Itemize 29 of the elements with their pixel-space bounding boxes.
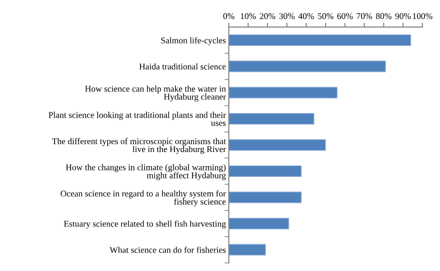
y-tick-label: Haida traditional science [139, 63, 226, 70]
y-tick-label: Ocean science in regard to a healthy system for fishery science [60, 190, 226, 206]
y-tick-label: How science can help make the water in Hydaburg cleaner [85, 86, 226, 102]
y-tick-label: The different types of microscopic organisms that live in the Hydaburg River [52, 138, 226, 154]
bar [228, 139, 326, 151]
bar [228, 165, 302, 178]
y-tick-label: Estuary science related to shell fish harvesting [64, 220, 226, 229]
bar [228, 86, 338, 98]
x-tick-label: 60% [337, 13, 353, 20]
x-tick-label: 30% [279, 13, 295, 20]
x-tick-label: 10% [240, 13, 256, 20]
bar [228, 34, 412, 46]
x-tick-label: 70% [356, 13, 372, 20]
bar [228, 192, 302, 204]
y-tick-label: Salmon life-cycles [161, 37, 226, 46]
x-tick-label: 80% [376, 13, 392, 20]
bar [228, 60, 386, 72]
x-tick-label: 40% [298, 13, 314, 20]
y-tick-label: Plant science looking at traditional plants and their uses [48, 112, 226, 126]
bar [228, 112, 314, 125]
x-tick-label: 50% [318, 13, 334, 20]
x-tick-label: 90% [395, 13, 411, 20]
bar [228, 218, 290, 230]
x-tick-label: 20% [260, 13, 276, 20]
x-tick-label: 100% [412, 13, 432, 20]
y-tick-label: How the changes in climate (global warming) might affect Hydaburg [66, 164, 226, 180]
x-tick-label: 0% [223, 13, 234, 20]
bar [228, 244, 266, 256]
y-tick-label: What science can do for fisheries [110, 246, 226, 253]
